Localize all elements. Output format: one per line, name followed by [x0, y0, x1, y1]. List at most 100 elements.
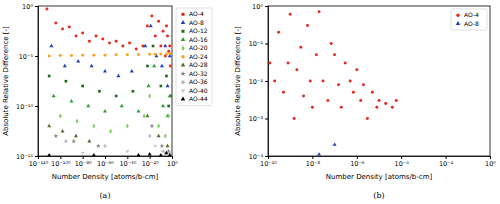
- point: [157, 20, 160, 23]
- point: [166, 35, 169, 38]
- tick-label: 10⁻⁶⁰: [97, 160, 114, 168]
- tick: 10⁻⁴⁰: [119, 156, 136, 168]
- point: [52, 94, 56, 97]
- tick-label: 10⁰: [485, 160, 496, 168]
- series: [47, 151, 172, 156]
- point: [130, 69, 134, 72]
- y-axis-title: Absolute Relative Difference [-]: [234, 26, 242, 136]
- point: [165, 52, 168, 55]
- tick-mark: [35, 56, 38, 57]
- tick: 10⁻¹⁰: [16, 103, 38, 111]
- tick: 10⁻⁸⁰: [75, 156, 92, 168]
- legend-marker: [181, 97, 186, 101]
- point: [148, 134, 152, 138]
- tick: 10⁻¹⁵: [16, 153, 38, 161]
- legend-label: AO-36: [189, 78, 208, 85]
- point: [167, 114, 170, 119]
- legend-label: AO-4: [464, 11, 479, 18]
- point: [61, 129, 65, 132]
- tick-mark: [265, 81, 268, 82]
- point: [92, 153, 96, 156]
- figure: 10⁻¹²⁰10⁻¹⁰⁰10⁻⁸⁰10⁻⁶⁰10⁻⁴⁰10⁻²⁰10⁰10⁻¹⁵…: [0, 0, 500, 204]
- point: [121, 45, 124, 48]
- point: [337, 83, 340, 86]
- legend-label: AO-8: [464, 20, 479, 27]
- point: [150, 124, 155, 129]
- point: [90, 64, 94, 67]
- tick: 10⁻⁵: [19, 53, 38, 61]
- legend-label: AO-4: [189, 10, 204, 17]
- legend-marker: [181, 13, 184, 16]
- point: [152, 45, 155, 48]
- point: [318, 10, 321, 13]
- point: [61, 28, 64, 31]
- tick-label: 10⁻²⁰: [142, 160, 159, 168]
- tick-label: 10⁰: [167, 160, 178, 168]
- point: [344, 62, 347, 65]
- tick-label: 10⁻⁴: [395, 160, 410, 168]
- point: [92, 54, 95, 57]
- series: [268, 10, 398, 120]
- tick: 10⁻⁶: [350, 156, 365, 168]
- point: [371, 91, 374, 94]
- tick: 10⁻⁴: [395, 156, 410, 168]
- point: [48, 55, 51, 58]
- point: [168, 45, 171, 48]
- point: [116, 74, 120, 77]
- point: [165, 25, 168, 28]
- tick: 10⁻²⁰: [142, 156, 159, 168]
- point: [64, 139, 68, 143]
- point: [49, 44, 53, 47]
- point: [317, 152, 321, 155]
- legend-marker: [181, 63, 186, 67]
- legend-marker: [181, 37, 186, 41]
- point: [152, 64, 156, 67]
- tick: 10⁻²: [249, 78, 268, 86]
- point: [120, 104, 124, 107]
- series: [47, 114, 169, 147]
- legend-marker: [456, 14, 459, 17]
- tick-label: 10⁻³: [249, 115, 264, 123]
- tick-mark: [150, 156, 151, 159]
- point: [103, 109, 107, 112]
- legend-marker: [181, 89, 185, 93]
- point: [315, 53, 318, 56]
- point: [74, 134, 78, 137]
- point: [96, 144, 101, 149]
- point: [137, 53, 140, 56]
- point: [48, 75, 51, 78]
- y-axis-title: Absolute Relative Difference [-]: [2, 26, 10, 136]
- point: [159, 45, 162, 48]
- point: [168, 52, 171, 55]
- tick-mark: [105, 156, 106, 159]
- point: [160, 144, 165, 149]
- point: [299, 46, 302, 49]
- point: [86, 104, 90, 107]
- point: [168, 153, 172, 156]
- tick-mark: [357, 156, 358, 159]
- point: [76, 119, 79, 124]
- point: [153, 144, 157, 147]
- tick: 10⁻¹⁰⁰: [51, 156, 71, 168]
- tick-mark: [127, 156, 128, 159]
- tick-label: 10⁻⁵: [19, 53, 34, 61]
- legend-label: AO-44: [189, 95, 208, 102]
- point: [98, 90, 101, 93]
- tick-mark: [35, 156, 38, 157]
- point: [375, 106, 378, 109]
- tick-label: 10⁻⁸: [306, 160, 321, 168]
- series: [48, 52, 172, 57]
- point: [159, 153, 163, 156]
- point: [103, 144, 107, 148]
- point: [128, 41, 131, 44]
- point: [47, 124, 51, 127]
- series: [45, 8, 171, 68]
- y-axis: 10⁻¹⁵10⁻¹⁰10⁻⁵10⁰: [16, 3, 38, 161]
- point: [162, 30, 165, 33]
- point: [126, 53, 129, 56]
- point: [154, 54, 158, 57]
- tick: 10⁻⁴: [249, 153, 268, 161]
- point: [69, 99, 73, 102]
- point: [349, 80, 352, 83]
- point: [76, 59, 80, 62]
